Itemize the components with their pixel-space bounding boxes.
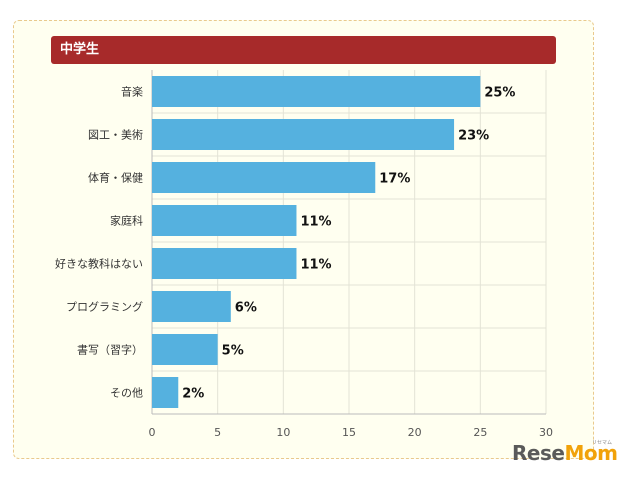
value-label-6: 5%: [222, 344, 244, 359]
x-tick-label-0: 0: [149, 426, 156, 439]
bar-4: [152, 248, 297, 279]
category-label-3: 家庭科: [110, 214, 143, 228]
value-label-2: 17%: [379, 172, 410, 187]
x-tick-label-5: 25: [473, 426, 487, 439]
logo-text-accent: Mom: [564, 441, 618, 465]
chart-header: 中学生: [51, 36, 556, 64]
bar-6: [152, 334, 218, 365]
value-label-1: 23%: [458, 129, 489, 144]
bar-7: [152, 377, 179, 408]
value-label-3: 11%: [300, 215, 331, 230]
x-tick-label-3: 15: [342, 426, 356, 439]
value-label-5: 6%: [235, 301, 257, 316]
value-label-7: 2%: [182, 387, 204, 402]
resemom-logo: ReseMom: [512, 441, 618, 465]
category-label-4: 好きな教科はない: [55, 257, 143, 271]
category-label-0: 音楽: [121, 85, 143, 99]
category-label-7: その他: [110, 387, 143, 400]
bar-5: [152, 291, 231, 322]
logo-text-main: Rese: [512, 441, 565, 465]
x-tick-label-2: 10: [276, 426, 290, 439]
category-label-5: プログラミング: [66, 300, 143, 314]
bar-1: [152, 119, 455, 150]
category-label-6: 書写（習字）: [77, 343, 143, 357]
bar-2: [152, 162, 376, 193]
chart-title: 中学生: [60, 42, 100, 57]
bar-0: [152, 76, 481, 107]
bar-3: [152, 205, 297, 236]
x-tick-label-4: 20: [408, 426, 422, 439]
category-label-2: 体育・保健: [88, 171, 143, 185]
x-tick-label-1: 5: [214, 426, 221, 439]
value-label-4: 11%: [300, 258, 331, 273]
value-label-0: 25%: [484, 86, 515, 101]
logo-subtext: リセマム: [592, 440, 613, 446]
category-label-1: 図工・美術: [88, 129, 143, 142]
x-tick-label-6: 30: [539, 426, 553, 439]
